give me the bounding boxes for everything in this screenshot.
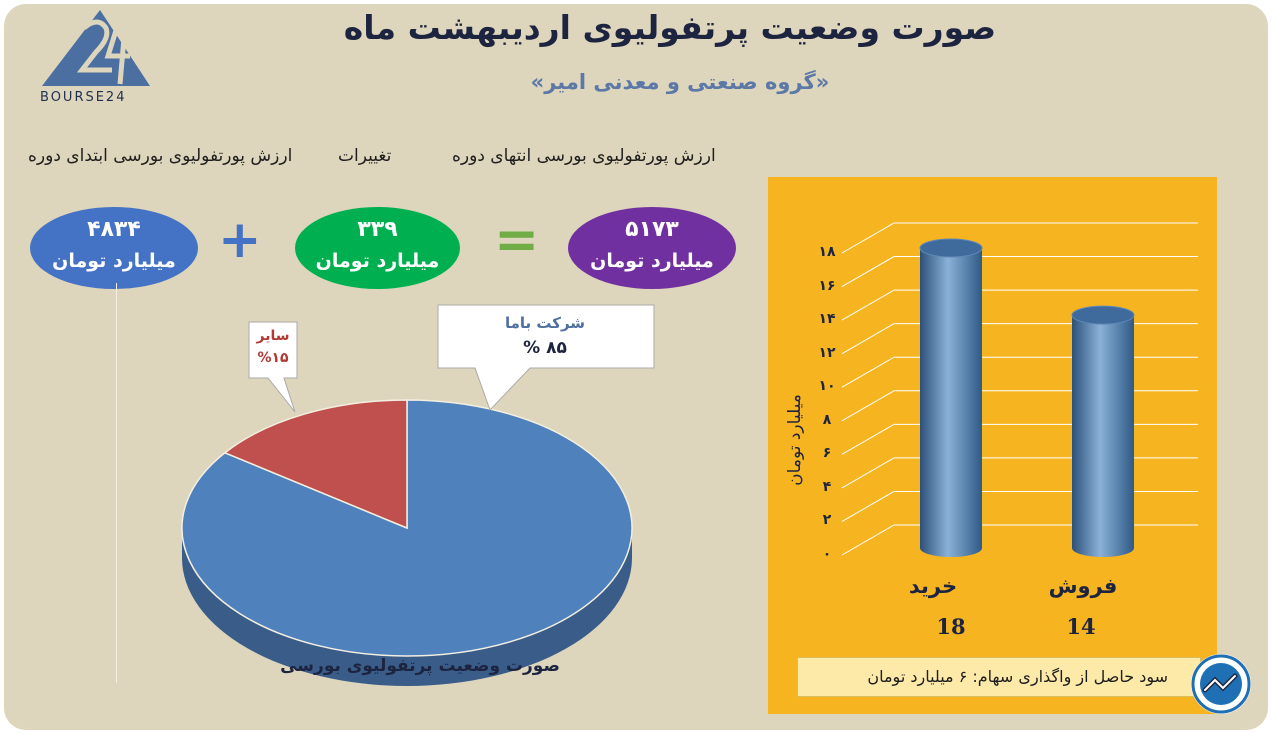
y-axis-label: میلیارد تومان: [785, 394, 805, 486]
equals-operator: =: [494, 208, 540, 271]
plus-operator: +: [218, 210, 262, 270]
start-value-oval: ۴۸۳۴ میلیارد تومان: [30, 207, 198, 289]
grid-line: [841, 256, 1198, 287]
grid-line: [841, 222, 1198, 254]
trend-chart-icon: [1191, 654, 1251, 714]
bar-top-0: [919, 238, 983, 258]
bourse24-logo: [42, 10, 150, 86]
divider-line: [116, 283, 117, 683]
other-value: %۱۵: [257, 350, 289, 366]
bar-value-sell: 14: [1066, 614, 1096, 639]
bar-value-buy: 18: [936, 614, 966, 639]
page-subtitle: «گروه صنعتی و معدنی امیر»: [530, 70, 830, 94]
bama-value: ۸۵ %: [523, 338, 567, 358]
y-tick-label: ۲: [822, 512, 832, 529]
y-tick-label: ۱۲: [818, 344, 836, 361]
y-tick-label: ۱۶: [818, 277, 836, 294]
end-value-oval: ۵۱۷۳ میلیارد تومان: [568, 207, 736, 289]
logo-text: BOURSE24: [40, 90, 127, 105]
category-label-buy: خرید: [908, 574, 958, 598]
change-unit: میلیارد تومان: [315, 250, 440, 272]
start-value: ۴۸۳۴: [87, 217, 141, 242]
bama-label: شرکت باما: [504, 314, 586, 332]
start-unit: میلیارد تومان: [52, 250, 176, 272]
callout-bama: [437, 304, 655, 411]
grid-line: [841, 423, 1198, 455]
y-tick-label: ۴: [822, 478, 832, 495]
bar-1: [1072, 315, 1134, 557]
bar-chart-panel: [768, 177, 1217, 714]
start-period-label: ارزش پورتفولیوی بورسی ابتدای دوره: [28, 146, 293, 166]
y-tick-label: ۱۴: [818, 311, 836, 328]
grid-line: [841, 490, 1198, 522]
end-unit: میلیارد تومان: [590, 250, 714, 272]
callout-other: [248, 321, 298, 413]
grid-line: [841, 323, 1198, 355]
change-value-oval: ۳۳۹ میلیارد تومان: [295, 207, 460, 289]
grid-line: [841, 457, 1198, 489]
pie-side: [182, 528, 632, 686]
y-tick-label: ۱۸: [818, 244, 836, 260]
y-tick-label: ۱۰: [818, 378, 836, 395]
change-value: ۳۳۹: [357, 217, 398, 242]
grid-line: [841, 289, 1198, 321]
category-label-sell: فروش: [1048, 574, 1118, 598]
grid-line: [841, 390, 1198, 422]
profit-note: سود حاصل از واگذاری سهام: ۶ میلیارد توما…: [797, 657, 1201, 697]
y-tick-label: ۸: [822, 411, 832, 428]
bar-top-1: [1071, 305, 1135, 325]
page-title: صورت وضعیت پرتفولیوی اردیبهشت ماه: [343, 8, 997, 47]
end-period-label: ارزش پورتفولیوی بورسی انتهای دوره: [452, 146, 716, 166]
grid-line: [841, 524, 1198, 556]
y-tick-label: ۰: [822, 546, 832, 562]
grid-line: [841, 356, 1198, 388]
bar-0: [920, 248, 982, 557]
change-label: تغییرات: [338, 146, 392, 166]
end-value: ۵۱۷۳: [625, 217, 679, 242]
y-tick-label: ۶: [822, 445, 832, 462]
other-label: سایر: [256, 328, 290, 344]
pie-slice-1: [223, 399, 408, 530]
pie-chart-title: صورت وضعیت پرتفولیوی بورسی: [280, 656, 560, 676]
